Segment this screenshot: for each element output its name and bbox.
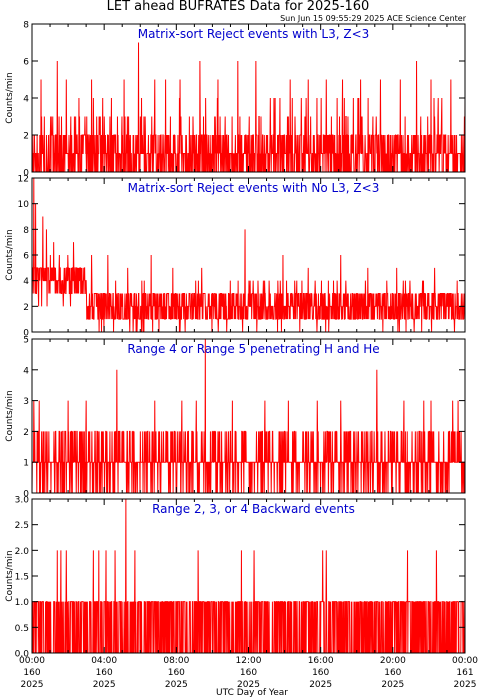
x-tick-year: 2025 <box>237 680 260 690</box>
y-tick-label: 8 <box>23 21 29 31</box>
x-tick-label-group: 16:00 160 2025 <box>308 656 334 690</box>
x-tick-label-group: 08:00 160 2025 <box>163 656 189 690</box>
y-tick-label: 8 <box>23 226 29 236</box>
y-tick-label: 12 <box>18 175 29 185</box>
x-tick-year: 2025 <box>21 680 44 690</box>
y-tick-label: 1.5 <box>15 573 29 583</box>
y-axis-label: Counts/min <box>5 72 15 123</box>
y-tick-label: 2 <box>23 428 29 438</box>
x-tick-time: 00:00 <box>19 656 45 666</box>
x-tick-year: 2025 <box>165 680 188 690</box>
y-axis-label: Counts/min <box>5 229 15 280</box>
counts-trace-panel-2 <box>31 177 466 333</box>
y-tick-label: 2.0 <box>15 547 30 557</box>
x-tick-time: 20:00 <box>380 656 406 666</box>
x-tick-time: 12:00 <box>236 656 262 666</box>
panel-2: 0 2 4 6 8 10 12 Counts/min Matrix-sort Reject ev… <box>5 175 466 339</box>
panels-group: 0 2 4 6 8 Counts/min Matrix-sort Reject events… <box>5 21 466 660</box>
y-tick-label: 1.0 <box>15 598 30 608</box>
x-tick-label-group: 20:00 160 2025 <box>380 656 406 690</box>
x-tick-day: 160 <box>312 668 329 678</box>
x-tick-day: 160 <box>23 668 40 678</box>
y-tick-label: 3.0 <box>15 496 30 506</box>
x-tick-day: 160 <box>96 668 113 678</box>
x-tick-label-group: 04:00 160 2025 <box>91 656 117 690</box>
y-tick-label: 6 <box>23 252 29 262</box>
y-tick-label: 2.5 <box>15 521 29 531</box>
x-tick-label-group: 12:00 160 2025 <box>236 656 262 690</box>
panel-title: Range 4 or Range 5 penetrating H and He <box>127 342 379 356</box>
y-tick-label: 2 <box>23 132 29 142</box>
y-tick-label: 6 <box>23 58 29 68</box>
x-tick-time: 04:00 <box>91 656 117 666</box>
figure-title: LET ahead BUFRATES Data for 2025-160 <box>107 0 370 14</box>
generated-timestamp: Sun Jun 15 09:55:29 2025 ACE Science Cen… <box>280 14 467 23</box>
x-tick-day: 160 <box>168 668 185 678</box>
y-tick-label: 10 <box>18 200 30 210</box>
y-tick-label: 2 <box>23 303 29 313</box>
panel-title: Range 2, 3, or 4 Backward events <box>152 502 355 516</box>
y-tick-label: 0.0 <box>15 650 30 660</box>
y-tick-label: 1 <box>23 459 29 469</box>
x-tick-year: 2025 <box>381 680 404 690</box>
x-tick-time: 16:00 <box>308 656 334 666</box>
x-tick-label-group: 00:00 160 2025 <box>19 656 45 690</box>
x-axis: 00:00160202504:00160202508:00160202512:0… <box>19 656 478 690</box>
x-tick-year: 2025 <box>454 680 477 690</box>
panel-1: 0 2 4 6 8 Counts/min Matrix-sort Reject events… <box>5 21 466 179</box>
y-tick-label: 4 <box>23 95 29 105</box>
y-axis-label: Counts/min <box>5 390 15 441</box>
x-tick-label-group: 00:00 161 2025 <box>452 656 478 690</box>
y-tick-label: 4 <box>23 366 29 376</box>
x-tick-year: 2025 <box>309 680 332 690</box>
y-axis-label: Counts/min <box>5 550 15 601</box>
y-tick-label: 5 <box>23 336 29 346</box>
y-tick-label: 0 <box>23 169 29 179</box>
counts-trace-panel-1 <box>31 42 466 173</box>
y-tick-label: 4 <box>23 277 29 287</box>
x-tick-time: 08:00 <box>163 656 189 666</box>
counts-trace-panel-4 <box>32 498 465 654</box>
x-tick-day: 160 <box>384 668 401 678</box>
y-tick-label: 3 <box>23 397 29 407</box>
panel-3: 0 1 2 3 4 5 Counts/min Range 4 or Range 5 penet… <box>5 336 466 500</box>
x-tick-day: 160 <box>240 668 257 678</box>
counts-trace-panel-3 <box>31 338 465 494</box>
panel-4: 0.0 0.5 1.0 1.5 2.0 2.5 3.0 Counts/min Range 2, … <box>5 496 466 660</box>
x-tick-year: 2025 <box>93 680 116 690</box>
y-tick-label: 0 <box>23 329 29 339</box>
y-tick-label: 0 <box>23 490 29 500</box>
x-tick-day: 161 <box>456 668 473 678</box>
panel-title: Matrix-sort Reject events with L3, Z<3 <box>138 27 370 41</box>
x-axis-label: UTC Day of Year <box>216 688 288 698</box>
x-tick-time: 00:00 <box>452 656 478 666</box>
panel-title: Matrix-sort Reject events with No L3, Z<… <box>128 181 380 195</box>
y-tick-label: 0.5 <box>15 624 29 634</box>
